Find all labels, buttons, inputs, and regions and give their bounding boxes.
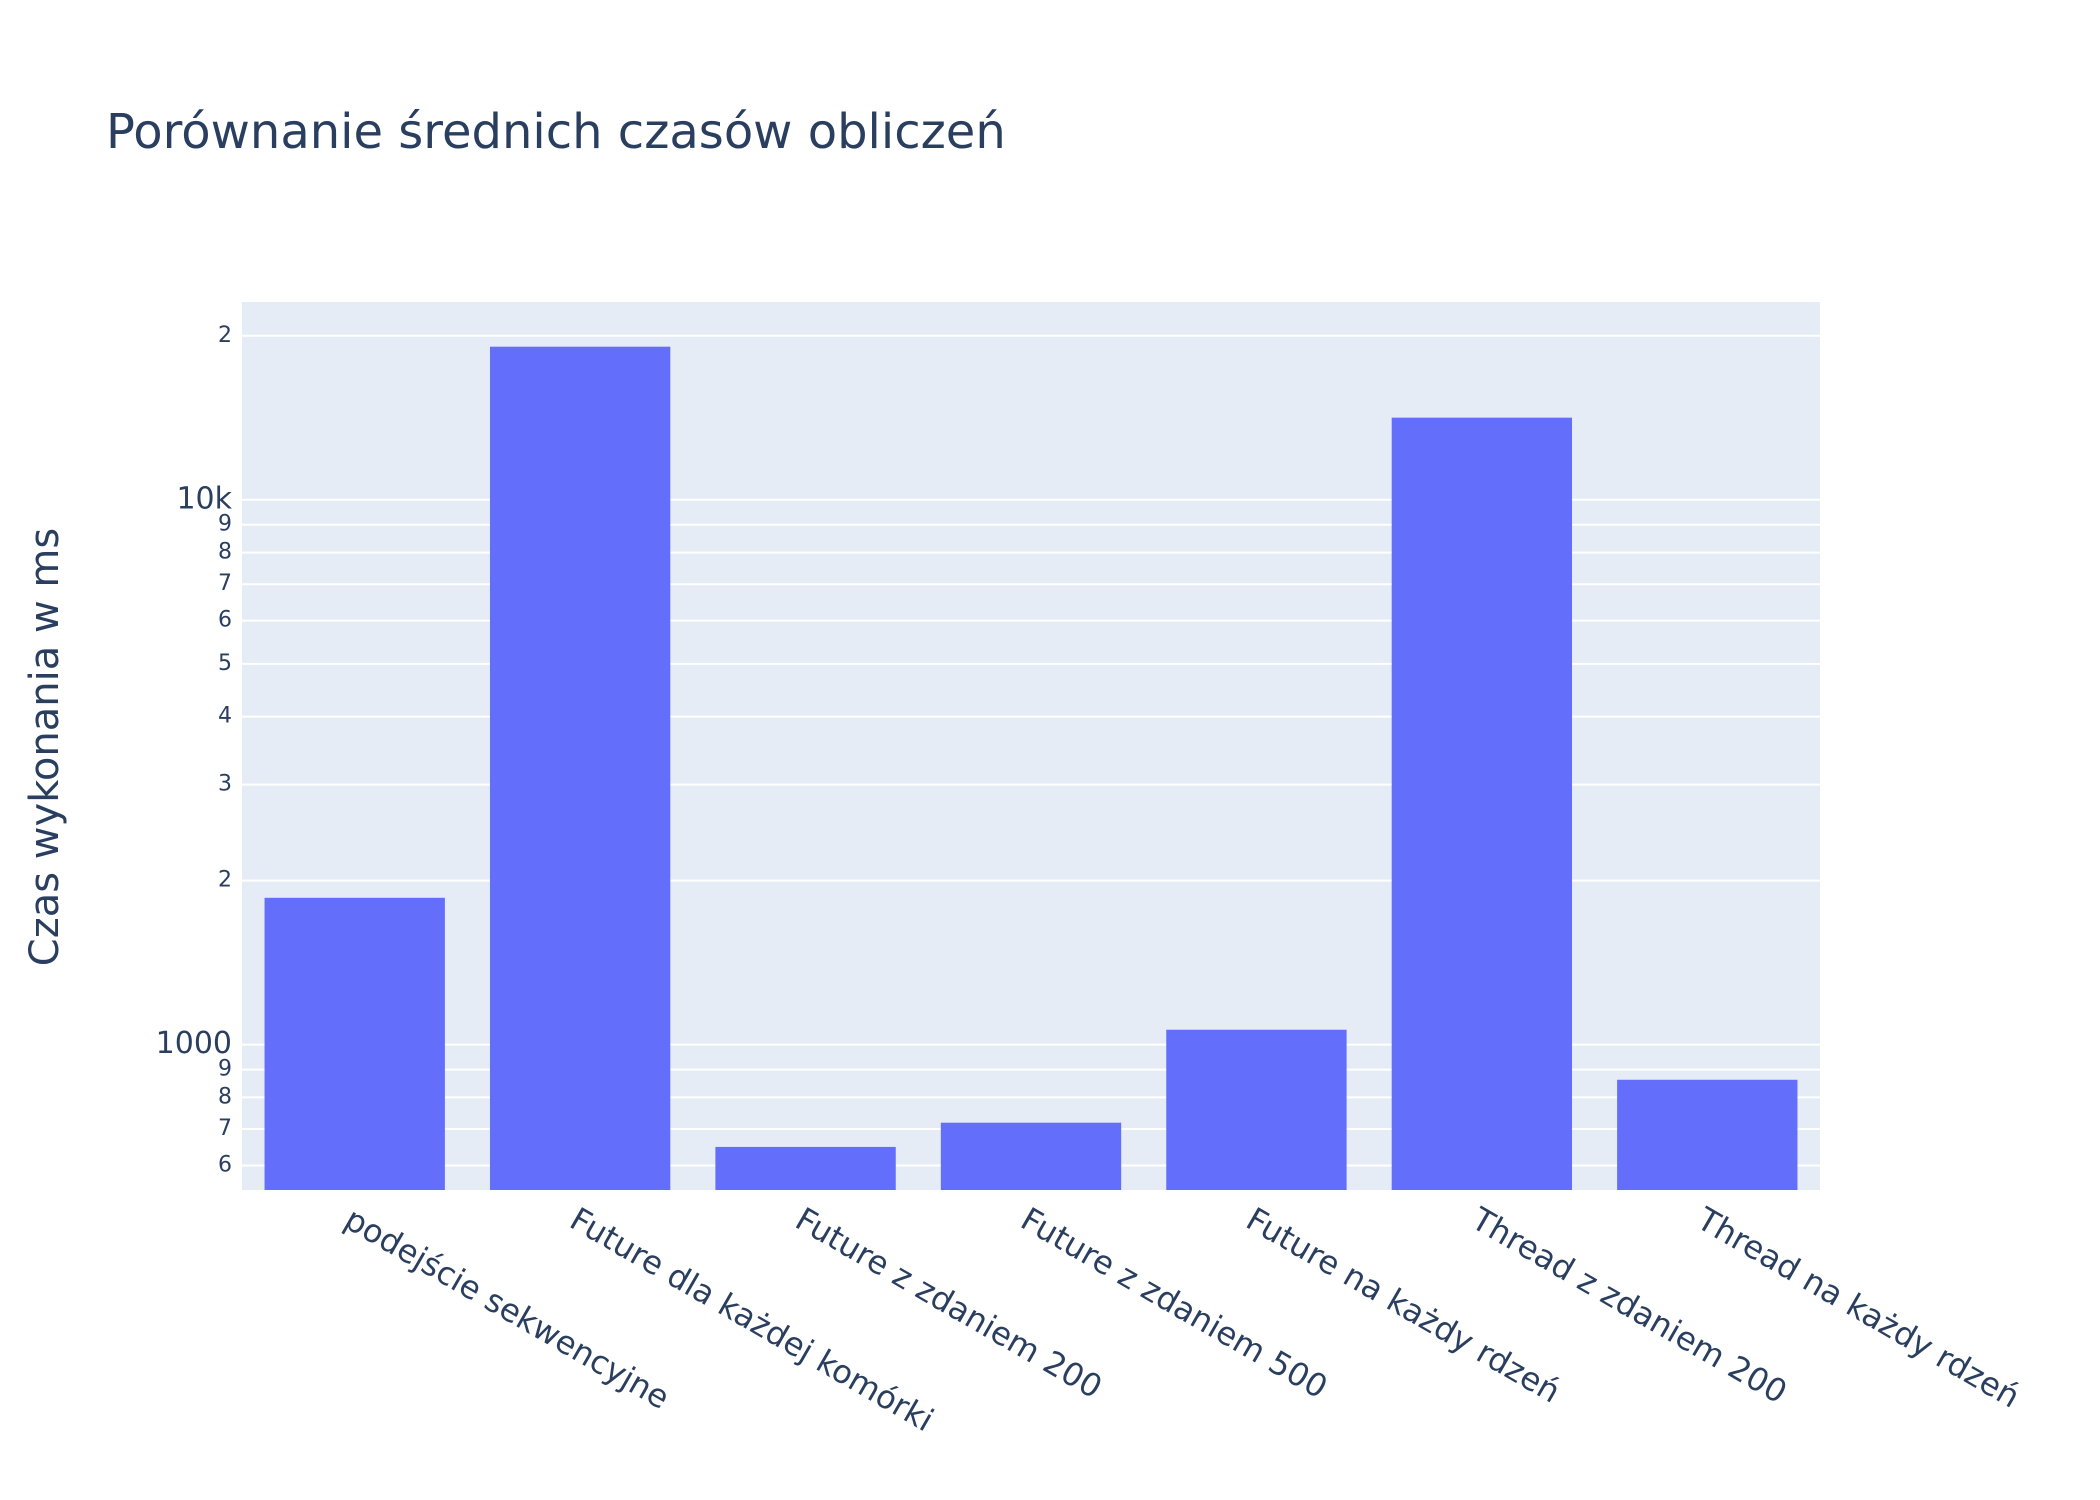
chart-title: Porównanie średnich czasów obliczeń — [106, 104, 1006, 160]
bar — [1617, 1079, 1798, 1190]
y-tick-label: 6 — [218, 608, 232, 633]
y-tick-label: 6 — [218, 1153, 232, 1178]
bar — [940, 1122, 1122, 1190]
y-tick-label: 7 — [218, 571, 232, 596]
y-tick-label: 1000 — [156, 1026, 232, 1061]
bar — [1391, 417, 1573, 1191]
y-tick-label: 7 — [218, 1116, 232, 1141]
y-tick-label: 8 — [218, 1084, 232, 1109]
bar — [1166, 1029, 1347, 1190]
y-tick-label: 10k — [176, 481, 232, 516]
y-axis-title: Czas wykonania w ms — [22, 528, 68, 966]
y-tick-label: 3 — [218, 772, 232, 797]
y-tick-label: 9 — [218, 512, 232, 537]
y-tick-label: 9 — [218, 1057, 232, 1082]
bar — [264, 897, 445, 1190]
plot-area — [242, 302, 1820, 1190]
y-tick-label: 2 — [218, 868, 232, 893]
x-tick-label: Future dla każdej komórki — [564, 1200, 940, 1439]
bar — [715, 1146, 896, 1190]
y-tick-label: 2 — [218, 323, 232, 348]
y-tick-label: 5 — [218, 651, 232, 676]
bar — [489, 346, 671, 1191]
y-tick-label: 4 — [218, 704, 232, 729]
y-tick-label: 8 — [218, 540, 232, 565]
